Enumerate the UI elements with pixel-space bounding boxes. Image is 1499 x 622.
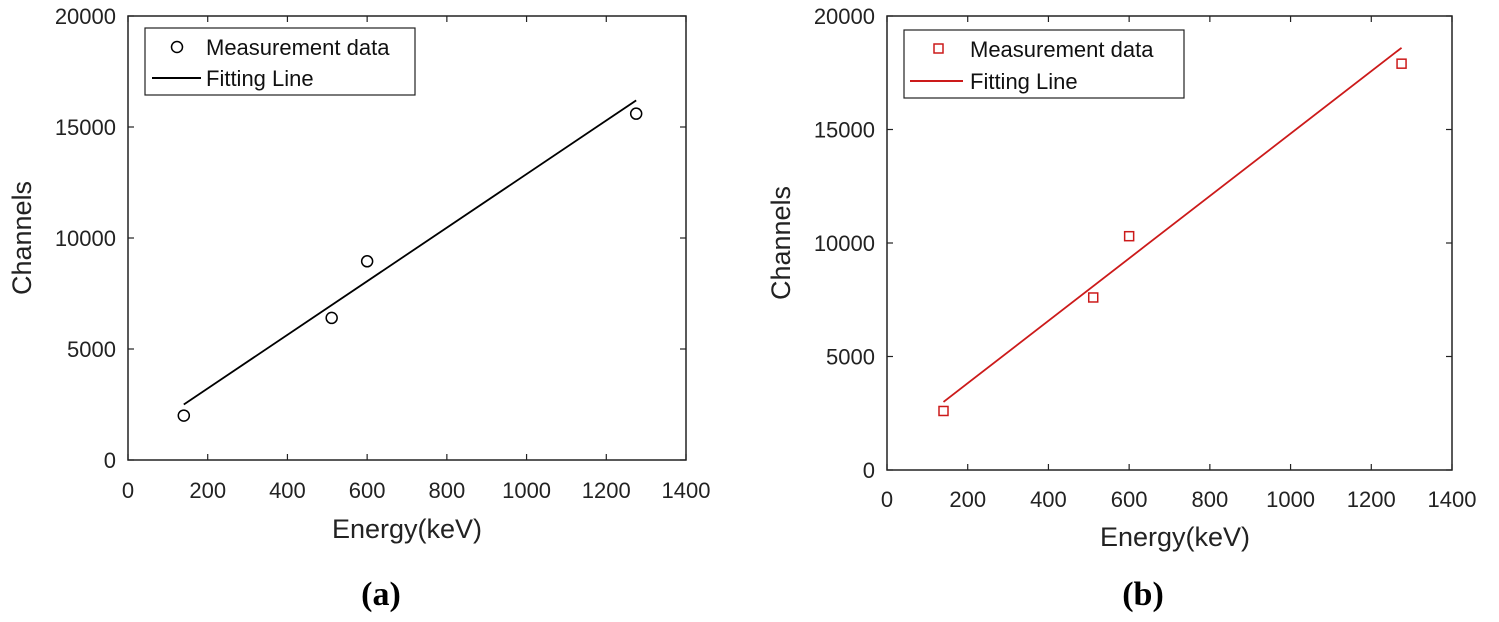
x-tick-label: 200 bbox=[949, 487, 986, 512]
panel-b-ylabel: Channels bbox=[766, 186, 796, 300]
panel-a-ylabel: Channels bbox=[7, 181, 37, 295]
panel-a: 0 200 400 600 800 1000 1200 1400 0 5000 10000 15000… bbox=[7, 4, 710, 613]
data-point bbox=[938, 405, 949, 417]
data-point bbox=[629, 107, 643, 120]
fitting-line bbox=[183, 99, 637, 406]
data-point bbox=[177, 409, 191, 422]
y-tick-label: 0 bbox=[863, 458, 875, 483]
x-tick-label: 0 bbox=[881, 487, 893, 512]
y-tick-label: 15000 bbox=[814, 118, 875, 143]
panel-a-legend-measurement-label: Measurement data bbox=[206, 35, 390, 60]
x-tick-label: 800 bbox=[428, 478, 465, 503]
panel-a-legend: Measurement data Fitting Line bbox=[144, 27, 416, 96]
y-tick-label: 20000 bbox=[55, 4, 116, 29]
x-tick-label: 1200 bbox=[1347, 487, 1396, 512]
panel-b-legend-box bbox=[903, 29, 1185, 99]
panel-b-legend-marker bbox=[933, 43, 944, 54]
panel-a-legend-fitting-label: Fitting Line bbox=[206, 66, 314, 91]
panel-b-xlabel: Energy(keV) bbox=[1100, 522, 1250, 552]
data-point bbox=[360, 255, 374, 268]
data-point bbox=[1396, 58, 1407, 69]
y-tick-label: 5000 bbox=[826, 345, 875, 370]
panel-b-legend: Measurement data Fitting Line bbox=[903, 29, 1185, 99]
panel-b-marks bbox=[938, 47, 1407, 417]
x-tick-label: 1200 bbox=[582, 478, 631, 503]
y-tick-label: 20000 bbox=[814, 4, 875, 29]
panel-b: 0 200 400 600 800 1000 1200 1400 0 5000 10000 15000… bbox=[766, 4, 1476, 613]
x-tick-label: 600 bbox=[1111, 487, 1148, 512]
panel-b-legend-measurement-label: Measurement data bbox=[970, 37, 1154, 62]
data-point bbox=[1123, 230, 1135, 242]
x-tick-label: 1400 bbox=[1428, 487, 1477, 512]
panel-a-legend-marker bbox=[170, 40, 184, 54]
panel-b-ticks bbox=[886, 15, 1453, 471]
data-point bbox=[1087, 292, 1099, 303]
x-tick-label: 400 bbox=[269, 478, 306, 503]
panel-a-ticks bbox=[127, 15, 687, 461]
data-point bbox=[325, 311, 338, 325]
panel-a-tick-labels: 0 200 400 600 800 1000 1200 1400 0 5000 10000 15000… bbox=[55, 4, 711, 503]
panel-b-caption: (b) bbox=[1122, 576, 1164, 613]
panel-a-xlabel: Energy(keV) bbox=[332, 514, 482, 544]
panel-b-tick-labels: 0 200 400 600 800 1000 1200 1400 0 5000 10000 15000… bbox=[814, 4, 1477, 512]
x-tick-label: 0 bbox=[122, 478, 134, 503]
y-tick-label: 15000 bbox=[55, 115, 116, 140]
y-tick-label: 0 bbox=[104, 448, 116, 473]
x-tick-label: 1000 bbox=[1266, 487, 1315, 512]
y-tick-label: 10000 bbox=[55, 226, 116, 251]
panel-a-marks bbox=[177, 99, 643, 422]
x-tick-label: 800 bbox=[1191, 487, 1228, 512]
y-tick-label: 10000 bbox=[814, 231, 875, 256]
panel-b-legend-fitting-label: Fitting Line bbox=[970, 69, 1078, 94]
y-tick-label: 5000 bbox=[67, 337, 116, 362]
panel-a-legend-box bbox=[144, 27, 416, 96]
x-tick-label: 1400 bbox=[662, 478, 711, 503]
fitting-line bbox=[942, 47, 1403, 403]
panel-a-caption: (a) bbox=[361, 576, 401, 613]
x-tick-label: 600 bbox=[349, 478, 386, 503]
x-tick-label: 400 bbox=[1030, 487, 1067, 512]
x-tick-label: 1000 bbox=[502, 478, 551, 503]
x-tick-label: 200 bbox=[189, 478, 226, 503]
